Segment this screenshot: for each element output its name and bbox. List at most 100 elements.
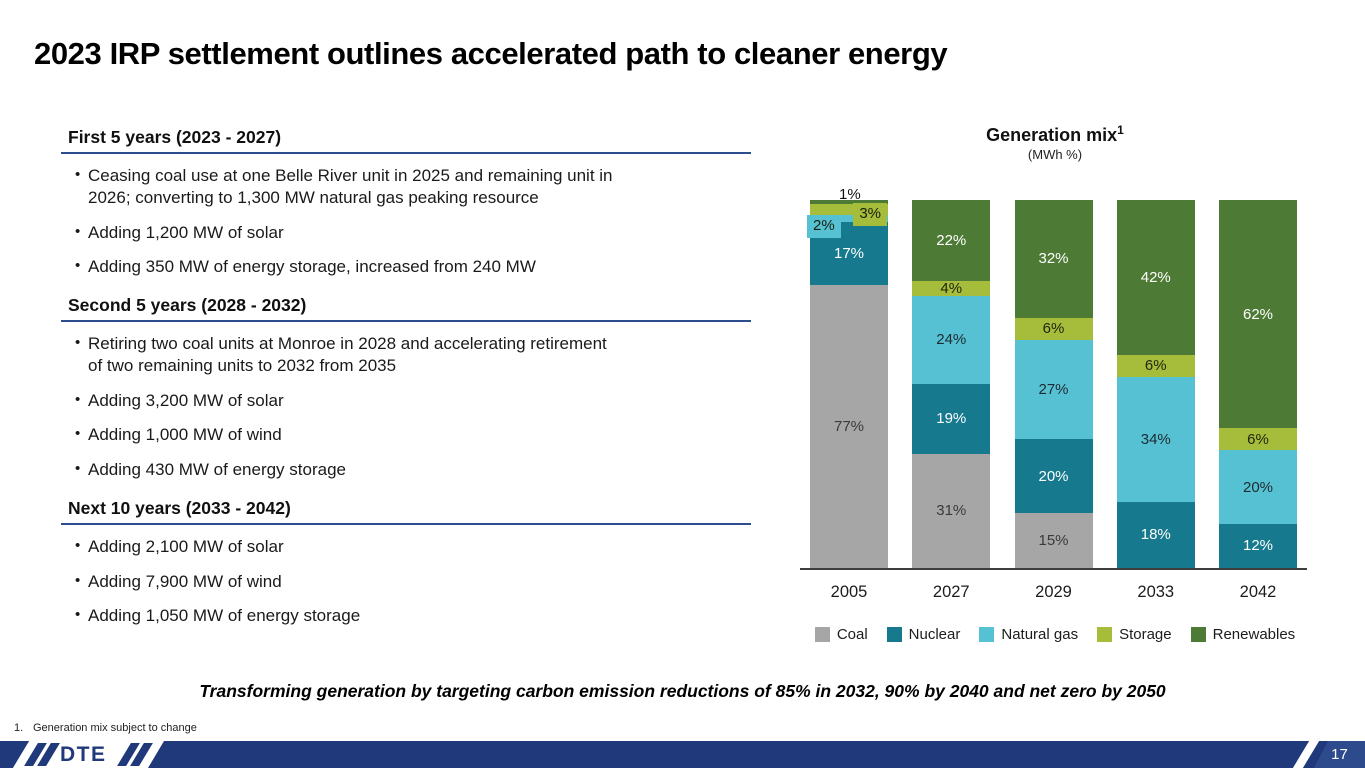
segment-label: 22% <box>936 232 967 249</box>
bullet-marker: • <box>75 425 81 443</box>
category-label: 2042 <box>1239 583 1277 601</box>
bullet-text: Adding 2,100 MW of solar <box>88 536 284 556</box>
legend-item: Coal <box>814 626 868 643</box>
segment-renewables: 42% <box>1116 200 1195 355</box>
segment-storage: 4% <box>912 279 991 297</box>
bullet-item: • Ceasing coal use at one Belle River uni… <box>61 165 751 209</box>
chart-title-footnote-ref: 1 <box>1117 123 1124 137</box>
legend-label: Nuclear <box>908 626 961 643</box>
legend-swatch <box>1190 627 1206 642</box>
bullet-item: • Adding 1,000 MW of wind <box>61 424 751 446</box>
bullet-marker: • <box>75 536 81 554</box>
bullet-text: Adding 1,200 MW of solar <box>88 222 284 242</box>
segment-nuclear: 19% <box>912 384 991 454</box>
bullet-list: • Retiring two coal units at Monroe in 20… <box>61 333 751 481</box>
segment-storage: 6% <box>1219 428 1297 451</box>
bullet-marker: • <box>75 166 81 183</box>
bullet-text: Retiring two coal units at Monroe in 202… <box>88 334 607 375</box>
x-axis-labels: 2005 2027 2029 2033 2042 <box>810 583 1297 602</box>
x-axis-line <box>800 568 1307 570</box>
segment-renewables <box>810 200 888 204</box>
segment-nuclear: 20% <box>1014 439 1093 513</box>
legend-item: Natural gas <box>979 626 1078 643</box>
chart-title-text: Generation mix <box>986 125 1118 145</box>
generation-mix-chart: Generation mix1 (MWh %) 17% 77% 1% 3% 2% 22% 4… <box>788 123 1322 668</box>
bullet-text: Adding 1,000 MW of wind <box>88 425 282 445</box>
segment-label: 4% <box>940 279 963 297</box>
category-label: 2027 <box>932 583 970 601</box>
bullet-item: • Adding 1,200 MW of solar <box>61 222 751 244</box>
bullet-item: • Retiring two coal units at Monroe in 20… <box>61 333 751 377</box>
segment-storage <box>810 203 888 215</box>
bullet-item: • Adding 3,200 MW of solar <box>61 390 751 412</box>
bar-column-2033: 42% 6% 34% 18% <box>1116 200 1195 568</box>
segment-natural-gas: 20% <box>1219 450 1297 524</box>
segment-label: 34% <box>1140 430 1171 448</box>
segment-label: 77% <box>833 417 865 435</box>
category-label: 2005 <box>830 583 868 601</box>
segment-callout-label: 3% <box>853 203 887 226</box>
legend-label: Storage <box>1119 626 1172 643</box>
bullet-marker: • <box>75 390 81 408</box>
timeline-section: Second 5 years (2028 - 2032) • Retiring tw… <box>61 295 751 481</box>
bullet-item: • Adding 430 MW of energy storage <box>61 459 751 481</box>
category-label: 2029 <box>1035 583 1072 601</box>
bullet-list: • Ceasing coal use at one Belle River uni… <box>61 165 751 278</box>
legend-label: Natural gas <box>1001 626 1079 643</box>
segment-callout-label: 1% <box>839 186 861 203</box>
segment-label: 27% <box>1038 381 1069 399</box>
legend-label: Renewables <box>1212 626 1296 643</box>
segment-coal: 31% <box>912 453 991 568</box>
segment-natural-gas <box>810 214 888 223</box>
segment-natural-gas: 24% <box>912 295 991 385</box>
section-heading: Second 5 years (2028 - 2032) <box>61 295 751 322</box>
segment-renewables: 32% <box>1014 200 1093 318</box>
category-label: 2033 <box>1137 583 1175 601</box>
segment-renewables: 62% <box>1219 200 1297 429</box>
segment-label: 17% <box>833 244 865 262</box>
segment-label: 6% <box>1247 430 1269 448</box>
footer-navy-bar <box>148 741 1365 768</box>
segment-label: 42% <box>1140 268 1171 286</box>
chart-plot-area: 17% 77% 1% 3% 2% 22% 4% 24% 19% 31% 32% 6% 27% 20% 15%… <box>800 186 1307 570</box>
segment-label: 18% <box>1140 526 1171 544</box>
bullet-marker: • <box>75 460 81 477</box>
segment-natural-gas: 34% <box>1116 376 1195 502</box>
bullet-text: Adding 350 MW of energy storage, increas… <box>88 257 536 277</box>
segment-natural-gas: 27% <box>1014 339 1093 440</box>
bar-column-2027: 22% 4% 24% 19% 31% <box>912 200 991 568</box>
footer-bar: DTE 17 <box>0 741 1365 768</box>
segment-coal: 77% <box>810 284 888 568</box>
bullet-item: • Adding 1,050 MW of energy storage <box>61 605 751 627</box>
segment-label: 20% <box>1038 467 1069 485</box>
segment-storage: 6% <box>1116 354 1195 377</box>
bullet-marker: • <box>75 257 81 275</box>
segment-coal: 15% <box>1014 512 1093 568</box>
legend-swatch <box>979 627 995 642</box>
segment-label: 6% <box>1144 357 1167 375</box>
segment-label: 12% <box>1242 537 1274 555</box>
bullet-item: • Adding 350 MW of energy storage, increa… <box>61 256 751 278</box>
segment-label: 20% <box>1242 478 1274 496</box>
legend-swatch <box>1097 627 1113 642</box>
section-heading: First 5 years (2023 - 2027) <box>61 127 751 154</box>
timeline-section: Next 10 years (2033 - 2042) • Adding 2,100… <box>61 498 751 627</box>
bullet-marker: • <box>75 222 81 240</box>
bullet-text: Adding 7,900 MW of wind <box>88 571 282 591</box>
segment-label: 6% <box>1042 320 1065 338</box>
bar-group: 17% 77% 1% 3% 2% 22% 4% 24% 19% 31% 32% 6% 27% 20% 15%… <box>807 186 1297 568</box>
segment-label: 15% <box>1038 531 1069 549</box>
segment-label: 32% <box>1038 250 1069 268</box>
bullet-list: • Adding 2,100 MW of solar • Adding 7,900 M… <box>61 536 751 627</box>
chart-legend: Coal Nuclear Natural gas Storage Renewables <box>788 626 1322 643</box>
footnote-text: Generation mix subject to change <box>33 722 197 734</box>
bullet-item: • Adding 2,100 MW of solar <box>61 536 751 558</box>
bullet-marker: • <box>75 334 81 351</box>
chart-title: Generation mix1 <box>788 123 1322 146</box>
segment-nuclear: 18% <box>1116 501 1195 568</box>
bullet-text: Ceasing coal use at one Belle River unit… <box>88 166 613 207</box>
legend-swatch <box>814 627 830 642</box>
timeline-sections: First 5 years (2023 - 2027) • Ceasing coal… <box>61 127 751 644</box>
segment-label: 24% <box>936 331 967 349</box>
